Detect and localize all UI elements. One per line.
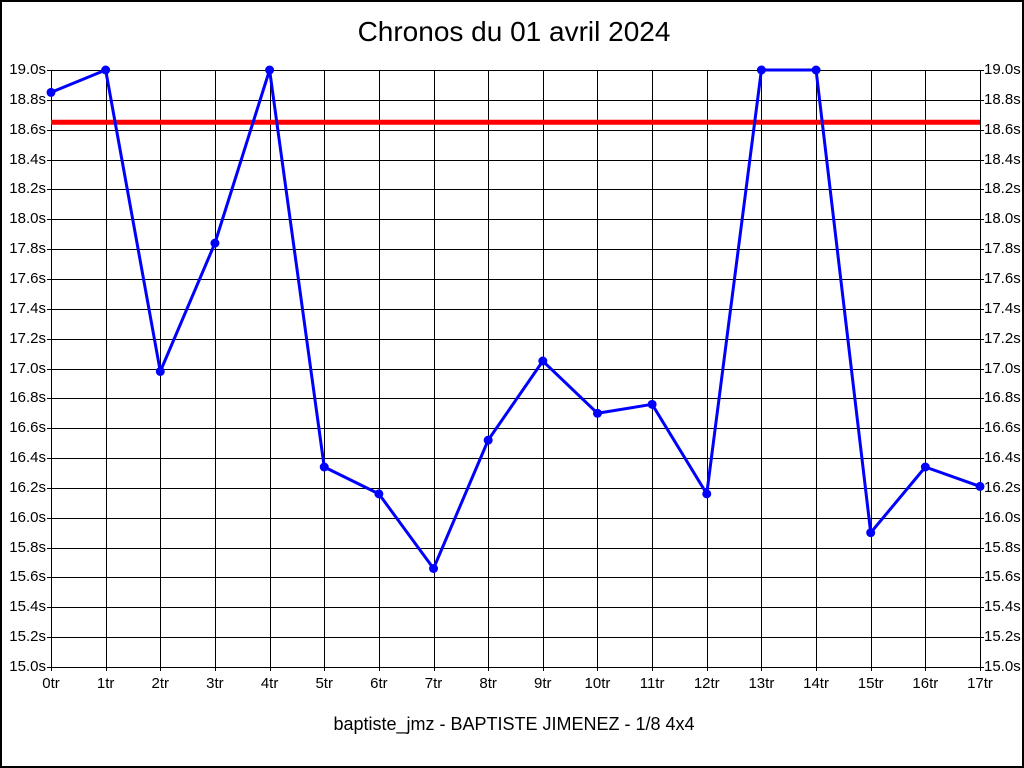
- data-point: [866, 528, 876, 538]
- y-tick-label: 16.2s: [984, 478, 1021, 496]
- data-point: [483, 435, 493, 445]
- y-tick-label: 15.4s: [984, 598, 1021, 616]
- data-point: [101, 65, 111, 75]
- data-point: [210, 238, 220, 248]
- x-tick-label: 4tr: [260, 675, 279, 692]
- data-point: [811, 65, 821, 75]
- y-tick-label: 18.6s: [984, 120, 1021, 138]
- data-point: [647, 399, 657, 409]
- x-tick-label: 9tr: [534, 675, 552, 692]
- y-tick-label: 16.4s: [9, 449, 46, 467]
- y-tick-label: 17.8s: [984, 240, 1021, 258]
- y-tick-label: 18.8s: [984, 90, 1021, 108]
- data-point: [429, 563, 439, 573]
- y-tick-label: 16.0s: [9, 508, 46, 526]
- x-tick-label: 8tr: [479, 675, 497, 692]
- x-tick-label: 10tr: [584, 675, 611, 692]
- y-tick-label: 18.2s: [984, 180, 1021, 198]
- data-point: [975, 481, 985, 491]
- data-point: [374, 489, 384, 499]
- y-tick-label: 16.4s: [984, 449, 1021, 467]
- data-point: [319, 462, 329, 472]
- y-tick-label: 17.6s: [9, 269, 46, 287]
- y-tick-label: 15.2s: [984, 628, 1021, 646]
- y-tick-label: 18.4s: [9, 150, 46, 168]
- y-tick-label: 17.4s: [984, 299, 1021, 317]
- y-tick-label: 16.8s: [984, 389, 1021, 407]
- y-tick-label: 15.8s: [9, 538, 46, 556]
- x-tick-label: 7tr: [424, 675, 443, 692]
- data-point: [265, 65, 275, 75]
- y-tick-label: 15.0s: [984, 658, 1021, 675]
- data-point: [756, 65, 766, 75]
- x-tick-label: 13tr: [748, 675, 775, 692]
- plot-border: [51, 70, 981, 668]
- y-tick-label: 15.6s: [984, 568, 1021, 586]
- x-tick-label: 15tr: [857, 675, 884, 692]
- y-tick-label: 19.0s: [9, 61, 46, 78]
- y-tick-label: 18.2s: [9, 180, 46, 198]
- x-tick-label: 0tr: [42, 675, 60, 692]
- y-tick-label: 16.8s: [9, 389, 46, 407]
- y-tick-label: 19.0s: [984, 61, 1021, 78]
- data-point: [702, 489, 712, 499]
- x-tick-label: 5tr: [315, 675, 333, 692]
- data-point: [538, 356, 548, 366]
- data-point: [155, 366, 165, 376]
- x-tick-label: 6tr: [370, 675, 388, 692]
- x-tick-label: 14tr: [803, 675, 829, 692]
- x-tick-label: 17tr: [967, 675, 993, 692]
- y-tick-label: 18.6s: [9, 120, 46, 138]
- y-tick-label: 17.0s: [9, 359, 46, 377]
- y-tick-label: 15.6s: [9, 568, 46, 586]
- y-tick-label: 17.6s: [984, 269, 1021, 287]
- x-tick-label: 12tr: [693, 675, 720, 692]
- y-tick-label: 15.8s: [984, 538, 1021, 556]
- y-tick-label: 17.2s: [984, 329, 1021, 347]
- x-tick-label: 1tr: [96, 675, 115, 692]
- y-tick-label: 16.2s: [9, 478, 46, 496]
- x-tick-label: 2tr: [151, 675, 170, 692]
- x-tick-label: 3tr: [206, 675, 224, 692]
- y-tick-label: 18.0s: [9, 210, 46, 228]
- y-tick-label: 18.4s: [984, 150, 1021, 168]
- series-line-lap-times: [50, 68, 981, 570]
- data-point: [46, 87, 56, 97]
- chart-title: Chronos du 01 avril 2024: [357, 16, 671, 47]
- y-tick-label: 18.0s: [984, 210, 1021, 228]
- y-tick-label: 15.4s: [9, 598, 46, 616]
- y-tick-label: 16.0s: [984, 508, 1021, 526]
- y-tick-label: 18.8s: [9, 90, 46, 108]
- y-tick-label: 15.0s: [9, 658, 46, 675]
- chart-caption: baptiste_jmz - BAPTISTE JIMENEZ - 1/8 4x…: [333, 714, 695, 734]
- data-point: [920, 462, 930, 472]
- y-tick-label: 17.0s: [984, 359, 1021, 377]
- y-tick-label: 16.6s: [9, 419, 46, 437]
- y-tick-label: 17.8s: [9, 240, 46, 258]
- y-tick-label: 17.4s: [9, 299, 46, 317]
- data-point: [592, 408, 602, 418]
- y-tick-label: 16.6s: [984, 419, 1021, 437]
- y-tick-label: 15.2s: [9, 628, 46, 646]
- y-tick-label: 17.2s: [9, 329, 46, 347]
- x-tick-label: 16tr: [912, 675, 939, 692]
- x-tick-label: 11tr: [639, 675, 665, 692]
